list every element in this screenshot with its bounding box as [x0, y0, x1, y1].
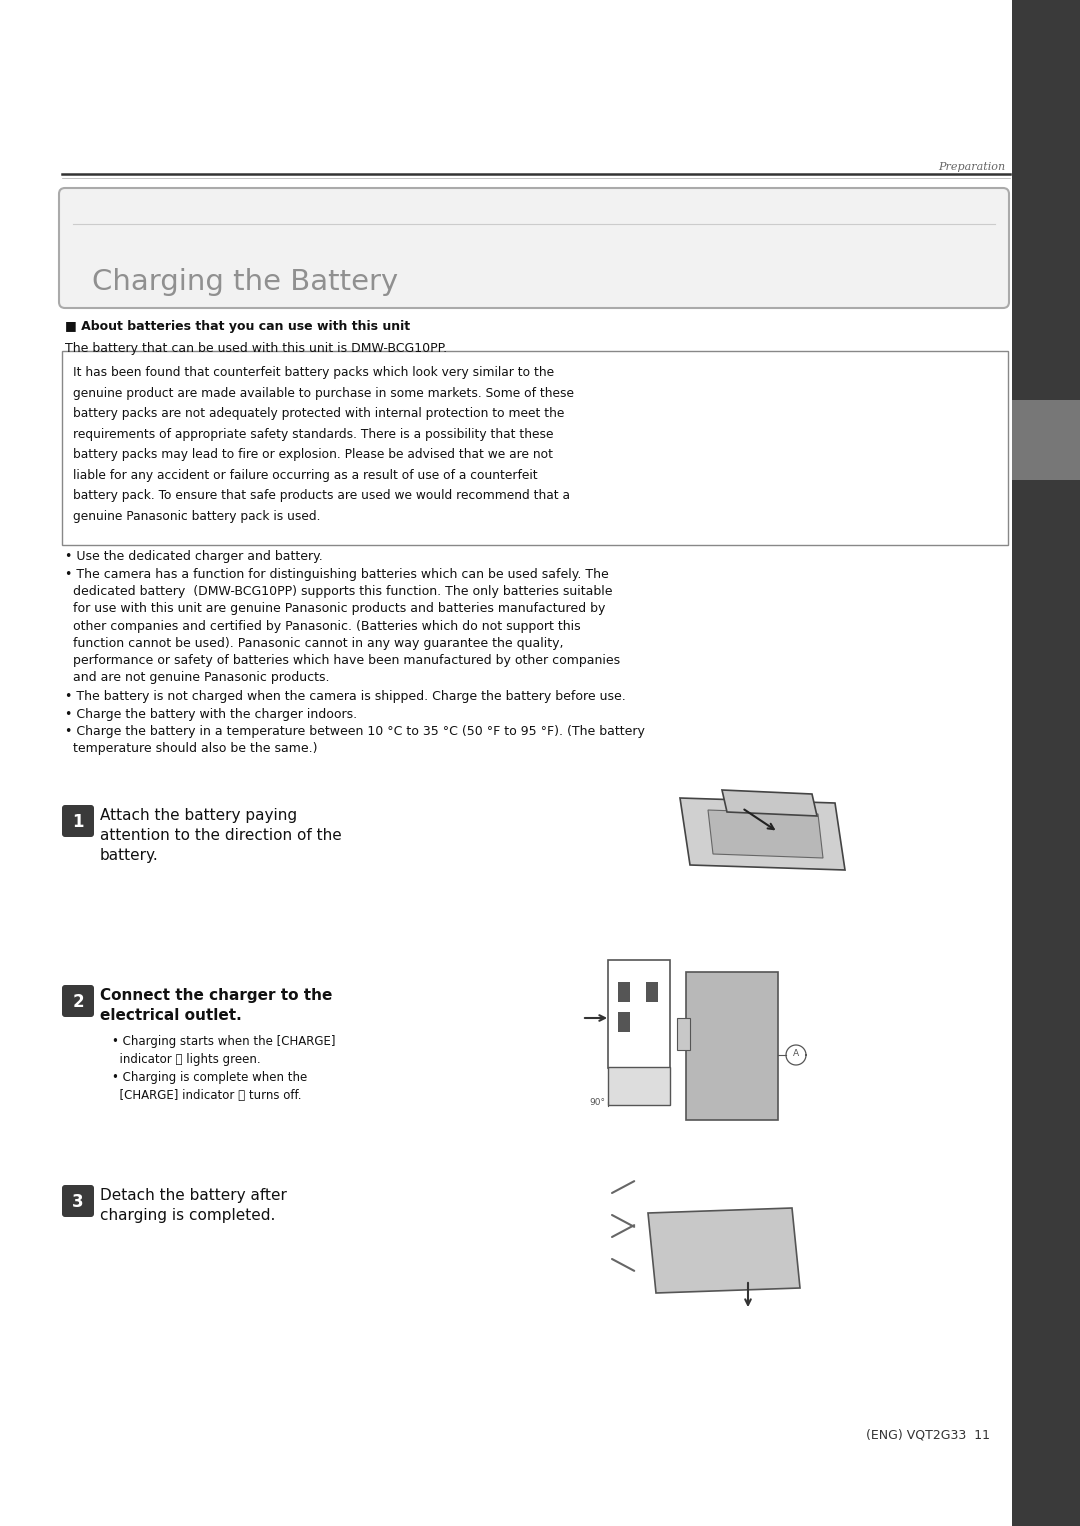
Polygon shape	[648, 1209, 800, 1293]
Text: Connect the charger to the: Connect the charger to the	[100, 987, 333, 1003]
Text: and are not genuine Panasonic products.: and are not genuine Panasonic products.	[65, 671, 329, 684]
Text: dedicated battery  (DMW-BCG10PP) supports this function. The only batteries suit: dedicated battery (DMW-BCG10PP) supports…	[65, 584, 612, 598]
Polygon shape	[680, 798, 845, 870]
Text: battery.: battery.	[100, 848, 159, 864]
Text: • Charging is complete when the: • Charging is complete when the	[112, 1071, 307, 1083]
Text: function cannot be used). Panasonic cannot in any way guarantee the quality,: function cannot be used). Panasonic cann…	[65, 636, 564, 650]
FancyBboxPatch shape	[62, 806, 94, 836]
Text: ■ About batteries that you can use with this unit: ■ About batteries that you can use with …	[65, 320, 410, 333]
Text: Charging the Battery: Charging the Battery	[92, 269, 399, 296]
Text: 90°: 90°	[589, 1099, 605, 1106]
Text: liable for any accident or failure occurring as a result of use of a counterfeit: liable for any accident or failure occur…	[73, 468, 538, 482]
Text: 2: 2	[72, 993, 84, 1012]
Text: 1: 1	[72, 813, 84, 832]
Text: [CHARGE] indicator Ⓐ turns off.: [CHARGE] indicator Ⓐ turns off.	[112, 1090, 301, 1102]
Text: for use with this unit are genuine Panasonic products and batteries manufactured: for use with this unit are genuine Panas…	[65, 603, 606, 615]
Bar	[646, 983, 658, 1003]
Text: battery packs may lead to fire or explosion. Please be advised that we are not: battery packs may lead to fire or explos…	[73, 449, 553, 461]
Text: • Charging starts when the [CHARGE]: • Charging starts when the [CHARGE]	[112, 1035, 336, 1048]
Text: It has been found that counterfeit battery packs which look very similar to the: It has been found that counterfeit batte…	[73, 366, 554, 378]
Bar	[677, 1018, 690, 1050]
FancyBboxPatch shape	[62, 1186, 94, 1218]
Text: electrical outlet.: electrical outlet.	[100, 1009, 242, 1022]
Text: indicator Ⓐ lights green.: indicator Ⓐ lights green.	[112, 1053, 260, 1067]
Text: • Charge the battery in a temperature between 10 °C to 35 °C (50 °F to 95 °F). (: • Charge the battery in a temperature be…	[65, 725, 645, 737]
Text: A: A	[793, 1050, 799, 1059]
FancyBboxPatch shape	[62, 351, 1008, 545]
Bar	[618, 1012, 630, 1032]
Bar	[1012, 400, 1080, 481]
Text: battery pack. To ensure that safe products are used we would recommend that a: battery pack. To ensure that safe produc…	[73, 488, 570, 502]
Text: other companies and certified by Panasonic. (Batteries which do not support this: other companies and certified by Panason…	[65, 620, 581, 633]
Polygon shape	[723, 790, 816, 816]
Bar	[1012, 545, 1080, 560]
Text: Attach the battery paying: Attach the battery paying	[100, 807, 297, 823]
Text: • Charge the battery with the charger indoors.: • Charge the battery with the charger in…	[65, 708, 357, 720]
Text: charging is completed.: charging is completed.	[100, 1209, 275, 1222]
Bar	[686, 972, 778, 1120]
Bar	[618, 983, 630, 1003]
Text: requirements of appropriate safety standards. There is a possibility that these: requirements of appropriate safety stand…	[73, 427, 554, 441]
Text: • The battery is not charged when the camera is shipped. Charge the battery befo: • The battery is not charged when the ca…	[65, 690, 625, 703]
Text: The battery that can be used with this unit is DMW-BCG10PP.: The battery that can be used with this u…	[65, 342, 447, 356]
Text: • The camera has a function for distinguishing batteries which can be used safel: • The camera has a function for distingu…	[65, 568, 609, 581]
Polygon shape	[708, 810, 823, 858]
Text: performance or safety of batteries which have been manufactured by other compani: performance or safety of batteries which…	[65, 655, 620, 667]
FancyBboxPatch shape	[59, 188, 1009, 308]
Text: (ENG) VQT2G33  11: (ENG) VQT2G33 11	[866, 1428, 990, 1441]
Bar	[608, 960, 670, 1068]
Bar	[608, 1067, 670, 1105]
Text: 3: 3	[72, 1193, 84, 1212]
Text: • Use the dedicated charger and battery.: • Use the dedicated charger and battery.	[65, 549, 323, 563]
Text: attention to the direction of the: attention to the direction of the	[100, 829, 341, 842]
Text: Detach the battery after: Detach the battery after	[100, 1189, 287, 1202]
Text: temperature should also be the same.): temperature should also be the same.)	[65, 742, 318, 755]
FancyBboxPatch shape	[62, 984, 94, 1016]
Text: genuine Panasonic battery pack is used.: genuine Panasonic battery pack is used.	[73, 510, 321, 522]
Text: Preparation: Preparation	[937, 162, 1005, 172]
Text: battery packs are not adequately protected with internal protection to meet the: battery packs are not adequately protect…	[73, 407, 565, 420]
Text: genuine product are made available to purchase in some markets. Some of these: genuine product are made available to pu…	[73, 386, 573, 400]
Bar	[1012, 0, 1080, 1526]
